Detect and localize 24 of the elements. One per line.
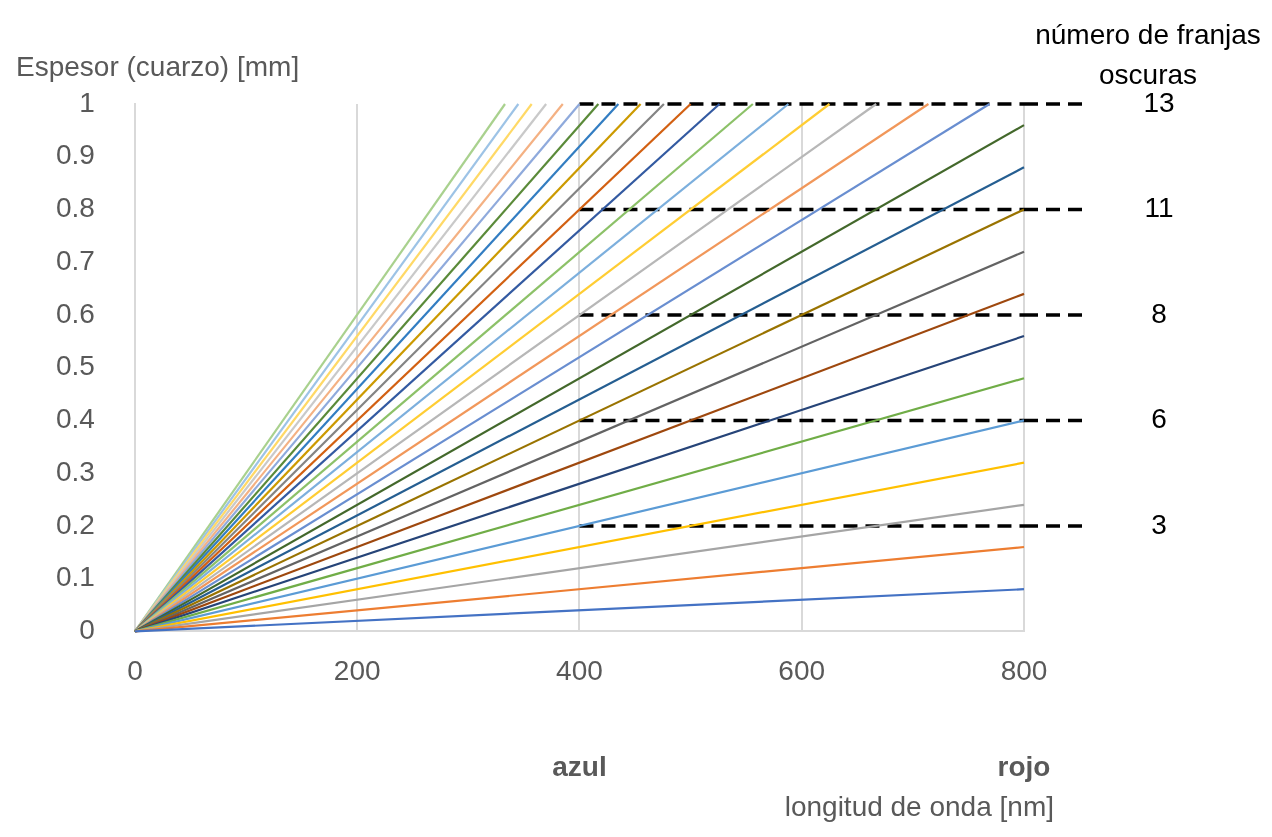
x-tick-label: 0 <box>127 654 143 686</box>
y-tick-label: 0.3 <box>55 455 95 487</box>
text: rojo <box>997 750 1051 782</box>
x-tick-label: 400 <box>556 654 603 686</box>
x-axis-title: longitud de onda [nm] <box>784 790 1054 822</box>
x-tick-label: 800 <box>1000 654 1048 686</box>
x-tick-label: 200 <box>333 654 381 686</box>
y-tick-label: 0.4 <box>55 403 95 435</box>
y-tick-label: 0.1 <box>55 561 95 593</box>
y-tick-label: 0.7 <box>55 244 95 276</box>
legend-label: 8 <box>1151 297 1167 329</box>
y-tick-label: 0.6 <box>55 297 95 329</box>
legend-label: 6 <box>1151 403 1167 435</box>
y-tick-label: 0.8 <box>55 192 95 224</box>
x-tick-label: 600 <box>778 654 826 686</box>
y-tick-label: 0.5 <box>55 350 95 382</box>
y-tick-label: 0.2 <box>55 508 95 540</box>
legend-label: 11 <box>1144 192 1174 224</box>
text: azul <box>552 750 607 782</box>
y-axis-title: Espesor (cuarzo) [mm] <box>16 50 300 82</box>
y-tick-label: 0.9 <box>55 139 95 171</box>
y-tick-label: 0 <box>79 614 95 646</box>
legend-label: 3 <box>1151 508 1167 540</box>
y-tick-label: 1 <box>79 86 95 118</box>
